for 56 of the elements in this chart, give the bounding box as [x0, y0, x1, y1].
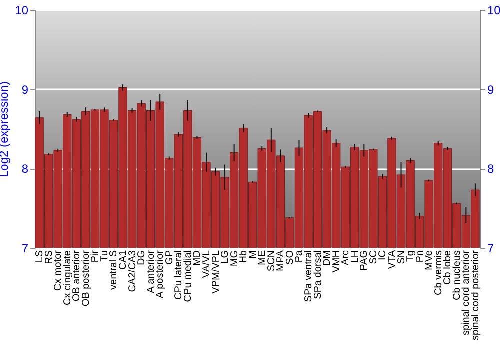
x-tick-label: Pn: [414, 250, 426, 263]
x-tick-label: DG: [136, 250, 148, 266]
x-tick-label: MD: [192, 250, 204, 266]
x-tick-label: LS: [34, 250, 46, 263]
x-tick-label: CPu medial: [182, 250, 194, 302]
x-tick-label: VMH: [331, 250, 342, 273]
x-tick-label: VPM/VPL: [210, 250, 222, 294]
x-tick-label: Tg: [406, 250, 417, 262]
y2-tick-label: 10: [488, 4, 500, 18]
x-tick-label: RS: [44, 250, 55, 264]
y2-tick-label: 8: [488, 162, 494, 176]
y-tick-label: 10: [15, 4, 29, 18]
x-tick-label: Pir: [90, 250, 102, 263]
x-tick-label: OB posterior: [80, 250, 92, 307]
y2-tick-label: 9: [488, 82, 494, 97]
x-tick-label: Pa: [294, 250, 306, 263]
x-tick-label: Arc: [340, 250, 352, 266]
x-tick-label: spinal cord posterior: [470, 250, 482, 341]
x-tick-label: Hb: [238, 250, 250, 264]
x-tick-label: IC: [378, 250, 389, 260]
x-tick-label: ventral S: [108, 250, 120, 290]
x-tick-label: GP: [164, 250, 176, 265]
x-tick-label: CA1: [118, 250, 130, 270]
x-tick-label: LH: [350, 250, 361, 264]
x-tick-label: LG: [220, 250, 232, 264]
x-tick-label: M: [248, 250, 259, 259]
y-tick-label: 8: [22, 162, 29, 176]
x-tick-label: ME: [257, 250, 268, 266]
x-tick-label: SCN: [266, 250, 278, 272]
x-tick-label: VTA: [386, 250, 398, 270]
x-tick-label: Cx motor: [53, 250, 64, 292]
x-tick-label: SPa dorsal: [312, 250, 324, 300]
x-tick-label: Cb lobe: [442, 250, 454, 285]
x-tick-label: MG: [229, 250, 240, 267]
x-tick-label: CPu lateral: [174, 250, 185, 300]
x-tick-label: SO: [284, 250, 296, 265]
x-tick-label: SC: [368, 250, 380, 264]
y-tick-label: 7: [22, 242, 29, 256]
x-tick-label: VA/VL: [201, 250, 212, 278]
x-tick-label: Tu: [99, 250, 110, 262]
x-tick-label: MPA: [276, 250, 287, 272]
x-tick-label: spinal cord anterior: [461, 250, 472, 336]
y-tick-label: 9: [22, 82, 29, 97]
x-tick-label: CA2/CA3: [127, 250, 138, 292]
x-tick-label: DM: [322, 250, 334, 266]
x-tick-label: A anterior: [146, 250, 157, 294]
x-tick-label: Cb vermis: [433, 250, 444, 296]
x-tick-label: A posterior: [155, 250, 166, 298]
x-tick-label: Cx cingulate: [62, 250, 74, 306]
x-tick-label: OB anterior: [72, 250, 83, 302]
y2-tick-label: 7: [488, 242, 494, 256]
x-tick-label: PAG: [359, 250, 370, 271]
x-tick-label: Cb nucleus: [452, 250, 463, 301]
x-tick-label: MVe: [424, 250, 436, 271]
x-tick-label: SN: [396, 250, 408, 264]
x-tick-label: SPa ventral: [304, 250, 315, 302]
